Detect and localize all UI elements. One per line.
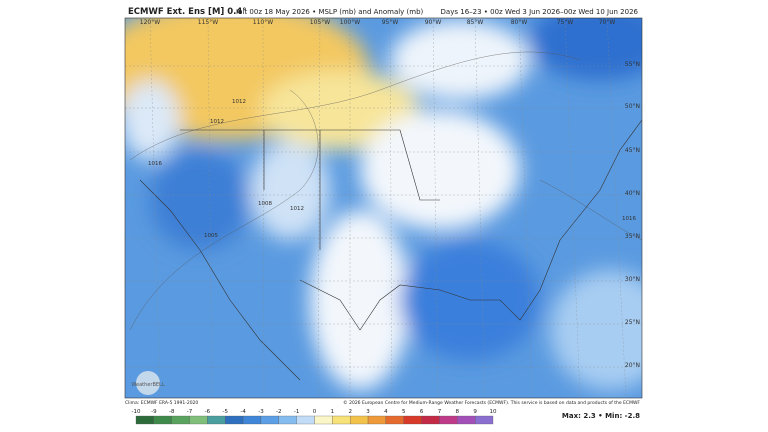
latitude-label: 50°N (625, 103, 640, 110)
subtitle: Init 00z 18 May 2026 • MSLP (mb) and Ano… (236, 8, 424, 16)
colorbar-swatch (385, 415, 404, 425)
colorbar-swatch (171, 415, 190, 425)
colorbar-tick-label: 4 (384, 409, 388, 415)
latitude-label: 30°N (625, 276, 640, 283)
colorbar-tick-label: 10 (490, 409, 497, 415)
colorbar-tick-label: 7 (438, 409, 442, 415)
contour-label: 1008 (258, 201, 272, 207)
colorbar-tick-label: -6 (205, 409, 211, 415)
latitude-label: 55°N (625, 61, 640, 68)
longitude-label: 105°W (310, 19, 330, 26)
colorbar-swatch (439, 415, 458, 425)
colorbar-swatch (367, 415, 387, 425)
colorbar-tick-label: 3 (366, 409, 370, 415)
colorbar-swatch (153, 415, 172, 425)
colorbar-tick-label: -10 (132, 409, 141, 415)
longitude-label: 75°W (557, 19, 574, 26)
map: 120°W 115°W 110°W 105°W 100°W 95°W 90°W 85°W 80°… (125, 18, 642, 398)
latitude-label: 20°N (625, 362, 640, 369)
colorbar-tick-label: 2 (348, 409, 352, 415)
contour-label: 1012 (290, 206, 304, 212)
climatology: Clima: ECMWF ERA-5 1991-2020 (125, 400, 198, 406)
latitude-label: 35°N (625, 233, 640, 240)
coastlines (139, 119, 642, 381)
title: ECMWF Ext. Ens [M] 0.4° (128, 7, 247, 17)
colorbar-swatch (474, 415, 494, 425)
longitude-label: 120°W (140, 19, 160, 26)
graticule (125, 18, 642, 398)
longitude-label: 100°W (340, 19, 360, 26)
colorbar-swatch (350, 415, 369, 425)
colorbar-tick-label: -9 (151, 409, 157, 415)
latitude-label: 25°N (625, 319, 640, 326)
longitude-label: 80°W (511, 19, 528, 26)
contour-label: 1005 (204, 233, 218, 239)
colorbar-tick-label: -3 (258, 409, 264, 415)
colorbar-swatch (332, 415, 351, 425)
colorbar-tick-label: -4 (240, 409, 246, 415)
contour-label: 1012 (232, 99, 246, 105)
longitude-label: 70°W (599, 19, 616, 26)
colorbar-swatch (207, 415, 226, 425)
colorbar-swatch (403, 415, 422, 425)
stats: Max: 2.3 • Min: -2.8 (562, 412, 640, 420)
colorbar-swatch (296, 415, 315, 425)
logo: WeatherBELL (131, 382, 164, 388)
colorbar-tick-label: -1 (294, 409, 299, 415)
colorbar-tick-label: -2 (276, 409, 281, 415)
longitude-label: 90°W (425, 19, 442, 26)
contour-label: 1012 (210, 119, 224, 125)
longitude-label: 95°W (382, 19, 399, 26)
colorbar-swatch (421, 415, 440, 425)
latitude-label: 45°N (625, 147, 640, 154)
copyright: © 2026 European Centre for Medium-Range … (343, 399, 640, 406)
colorbar-tick-label: 5 (402, 409, 406, 415)
longitude-label: 110°W (253, 19, 273, 26)
latitude-label: 40°N (625, 190, 640, 197)
colorbar-swatch (225, 415, 244, 425)
colorbar-tick-label: -7 (187, 409, 193, 415)
colorbar-tick-label: 9 (473, 409, 477, 415)
logo-badge (136, 371, 160, 395)
colorbar-tick-label: 0 (313, 409, 317, 415)
valid-time: Days 16–23 • 00z Wed 3 Jun 2026–00z Wed … (441, 8, 639, 16)
colorbar-swatch (260, 415, 279, 425)
colorbar-swatch (135, 415, 155, 425)
colorbar-swatch (278, 415, 297, 425)
colorbar-swatch (457, 415, 476, 425)
isobars (129, 51, 642, 331)
colorbar: -10 -9 -8 -7 -6 -5 -4 -3 -2 -1 0 1 2 3 4 5 6 7 8 9 10 (132, 409, 497, 425)
colorbar-tick-label: 6 (420, 409, 424, 415)
colorbar-tick-label: 8 (456, 409, 460, 415)
colorbar-tick-label: -5 (223, 409, 229, 415)
longitude-label: 115°W (198, 19, 218, 26)
contour-label: 1016 (148, 161, 162, 167)
colorbar-swatch (314, 415, 333, 425)
map-labels: 120°W 115°W 110°W 105°W 100°W 95°W 90°W 85°W 80°… (140, 19, 640, 369)
colorbar-tick-label: -8 (169, 409, 175, 415)
colorbar-swatch (189, 415, 208, 425)
longitude-label: 85°W (467, 19, 484, 26)
colorbar-tick-label: 1 (331, 409, 335, 415)
contour-label: 1016 (622, 216, 636, 222)
map-frame (124, 17, 643, 399)
colorbar-swatch (242, 415, 262, 425)
